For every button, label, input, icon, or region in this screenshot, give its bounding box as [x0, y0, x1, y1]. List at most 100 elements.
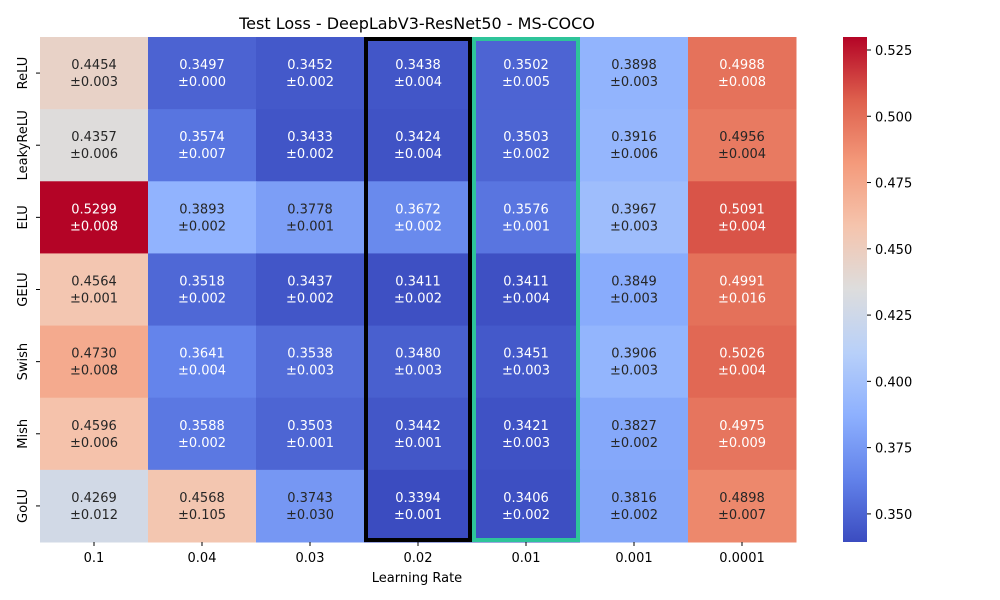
heatmap-cell — [40, 397, 149, 471]
cell-value-label: 0.3538 — [287, 347, 333, 362]
y-axis: ReLU LeakyReLU ELU GELU Swish Mish GoLU — [16, 57, 40, 523]
heatmap-cell — [472, 325, 581, 399]
heatmap-cell — [364, 397, 473, 471]
x-tick-label: 0.001 — [615, 551, 652, 566]
y-tick-label: LeakyReLU — [16, 110, 31, 180]
cell-value-label: 0.5026 — [719, 347, 765, 362]
cell-value-label: 0.3433 — [287, 130, 333, 145]
cell-value-label: 0.3502 — [503, 58, 549, 73]
cell-value-label: 0.3421 — [503, 419, 549, 434]
cell-error-label: ±0.006 — [70, 436, 118, 451]
cell-value-label: 0.3906 — [611, 347, 657, 362]
cell-value-label: 0.4568 — [179, 491, 225, 506]
heatmap-cell — [580, 109, 689, 182]
heatmap-cell — [256, 181, 365, 254]
cell-value-label: 0.3916 — [611, 130, 657, 145]
heatmap-cell — [148, 469, 257, 543]
heatmap-cell — [364, 181, 473, 254]
cell-value-label: 0.4730 — [71, 347, 117, 362]
y-tick-label: Mish — [16, 419, 31, 449]
y-tick-label: Swish — [16, 343, 31, 381]
x-tick-label: 0.01 — [512, 551, 541, 566]
x-axis-label: Learning Rate — [372, 571, 462, 586]
cell-value-label: 0.3497 — [179, 58, 225, 73]
heatmap-cell — [256, 37, 365, 110]
cell-error-label: ±0.006 — [70, 147, 118, 162]
cell-error-label: ±0.003 — [610, 364, 658, 379]
cell-value-label: 0.3816 — [611, 491, 657, 506]
cell-error-label: ±0.004 — [394, 147, 442, 162]
cell-value-label: 0.3411 — [395, 275, 441, 290]
cell-value-label: 0.4454 — [71, 58, 117, 73]
cell-error-label: ±0.003 — [502, 436, 550, 451]
heatmap-cell — [364, 253, 473, 327]
cell-value-label: 0.4357 — [71, 130, 117, 145]
chart-title: Test Loss - DeepLabV3-ResNet50 - MS-COCO — [238, 14, 595, 33]
cell-value-label: 0.5299 — [71, 202, 117, 217]
cell-error-label: ±0.001 — [286, 219, 334, 234]
cell-value-label: 0.3406 — [503, 491, 549, 506]
cell-value-label: 0.4991 — [719, 275, 765, 290]
colorbar-tick-label: 0.475 — [875, 177, 912, 192]
heatmap-cell — [580, 253, 689, 327]
heatmap-cell — [472, 469, 581, 543]
heatmap-cell — [256, 253, 365, 327]
colorbar-tick-label: 0.500 — [875, 110, 912, 125]
cell-error-label: ±0.002 — [394, 292, 442, 307]
cell-error-label: ±0.004 — [394, 75, 442, 90]
cell-value-label: 0.3394 — [395, 491, 441, 506]
cell-value-label: 0.3438 — [395, 58, 441, 73]
heatmap-cell — [40, 469, 149, 543]
column-highlight-box — [472, 37, 580, 542]
cell-error-label: ±0.003 — [394, 364, 442, 379]
cell-error-label: ±0.007 — [718, 508, 766, 523]
cell-value-label: 0.4898 — [719, 491, 765, 506]
cell-value-label: 0.3437 — [287, 275, 333, 290]
cell-value-label: 0.4269 — [71, 491, 117, 506]
x-tick-label: 0.0001 — [719, 551, 765, 566]
heatmap-cell — [472, 253, 581, 327]
cell-value-label: 0.3503 — [287, 419, 333, 434]
cell-error-label: ±0.002 — [502, 508, 550, 523]
cell-value-label: 0.3442 — [395, 419, 441, 434]
cell-value-label: 0.4975 — [719, 419, 765, 434]
heatmap-cell — [148, 397, 257, 471]
heatmap-cell — [472, 109, 581, 182]
heatmap-cell-labels: 0.4454 ±0.003 0.3497 ±0.000 0.3452 ±0.002 0.34… — [70, 58, 766, 523]
cell-value-label: 0.3480 — [395, 347, 441, 362]
heatmap-cell — [148, 37, 257, 110]
cell-error-label: ±0.002 — [394, 219, 442, 234]
heatmap-cell — [688, 181, 797, 254]
cell-error-label: ±0.001 — [286, 436, 334, 451]
column-highlight-box — [364, 37, 472, 542]
cell-value-label: 0.3849 — [611, 275, 657, 290]
cell-value-label: 0.3967 — [611, 202, 657, 217]
x-axis: 0.1 0.04 0.03 0.02 0.01 0.001 0.0001 — [84, 542, 765, 566]
column-highlights — [364, 37, 580, 542]
heatmap-cell — [472, 397, 581, 471]
heatmap-cell — [40, 325, 149, 399]
cell-error-label: ±0.003 — [502, 364, 550, 379]
cell-error-label: ±0.002 — [286, 292, 334, 307]
heatmap-cells — [40, 37, 797, 543]
x-tick-label: 0.02 — [404, 551, 433, 566]
cell-error-label: ±0.008 — [718, 75, 766, 90]
cell-error-label: ±0.004 — [718, 364, 766, 379]
colorbar-tick-label: 0.400 — [875, 375, 912, 390]
heatmap-cell — [688, 109, 797, 182]
cell-error-label: ±0.001 — [394, 508, 442, 523]
cell-value-label: 0.5091 — [719, 202, 765, 217]
cell-value-label: 0.3898 — [611, 58, 657, 73]
cell-value-label: 0.3411 — [503, 275, 549, 290]
cell-error-label: ±0.003 — [610, 292, 658, 307]
heatmap-cell — [580, 397, 689, 471]
cell-value-label: 0.3424 — [395, 130, 441, 145]
x-tick-label: 0.03 — [296, 551, 325, 566]
cell-value-label: 0.3743 — [287, 491, 333, 506]
cell-error-label: ±0.008 — [70, 219, 118, 234]
cell-error-label: ±0.002 — [610, 436, 658, 451]
cell-error-label: ±0.007 — [178, 147, 226, 162]
heatmap-cell — [40, 37, 149, 110]
cell-error-label: ±0.012 — [70, 508, 118, 523]
colorbar-tick-label: 0.425 — [875, 309, 912, 324]
